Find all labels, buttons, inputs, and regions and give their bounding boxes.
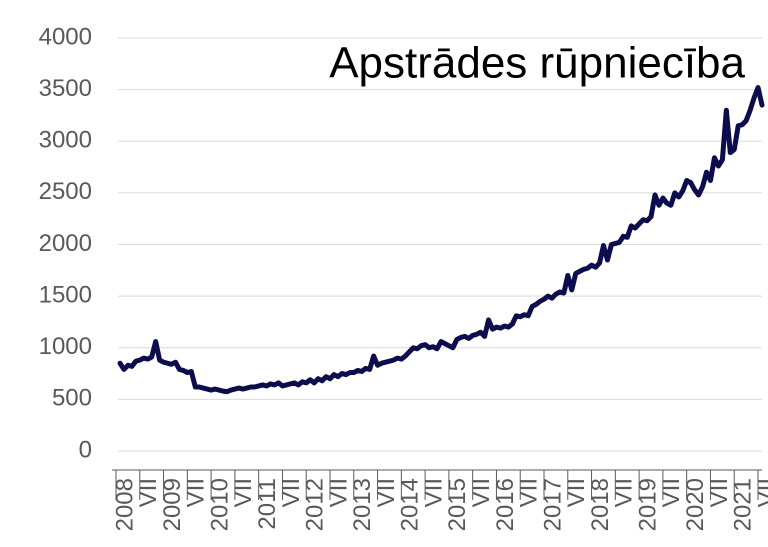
x-tick-label: VII — [135, 478, 162, 507]
x-tick-label: VII — [468, 478, 495, 507]
x-tick-label: VII — [278, 478, 305, 507]
x-tick-label: 2021 — [730, 478, 757, 531]
x-tick-label: VII — [373, 478, 400, 507]
chart-title: Apstrādes rūpniecība — [329, 39, 745, 88]
x-tick-label: 2009 — [159, 478, 186, 531]
y-tick-label: 3500 — [39, 75, 92, 102]
x-tick-label: 2015 — [444, 478, 471, 531]
y-tick-label: 1000 — [39, 333, 92, 360]
x-tick-label: 2016 — [492, 478, 519, 531]
x-tick-label: VII — [325, 478, 352, 507]
x-tick-label: VII — [753, 478, 768, 507]
x-tick-label: VII — [420, 478, 447, 507]
x-tick-label: 2014 — [397, 478, 424, 531]
x-tick-label: VII — [611, 478, 638, 507]
x-tick-label: 2010 — [206, 478, 233, 531]
y-tick-label: 1500 — [39, 281, 92, 308]
x-tick-label: 2019 — [634, 478, 661, 531]
x-tick-label: 2013 — [349, 478, 376, 531]
x-tick-label: 2020 — [682, 478, 709, 531]
y-tick-label: 500 — [52, 385, 92, 412]
x-tick-label: VII — [183, 478, 210, 507]
y-tick-label: 0 — [79, 436, 92, 463]
x-tick-label: VII — [230, 478, 257, 507]
x-tick-label: 2011 — [254, 478, 281, 530]
data-line — [117, 85, 765, 395]
x-tick-label: 2008 — [111, 478, 138, 531]
x-tick-label: 2018 — [587, 478, 614, 531]
y-tick-label: 2000 — [39, 230, 92, 257]
y-tick-label: 4000 — [39, 23, 92, 50]
x-tick-label: 2012 — [302, 478, 329, 531]
x-tick-label: VII — [563, 478, 590, 507]
x-tick-label: VII — [516, 478, 543, 507]
y-tick-label: 2500 — [39, 178, 92, 205]
x-tick-label: 2017 — [539, 478, 566, 531]
x-tick-label: VII — [658, 478, 685, 507]
x-tick-label: VII — [706, 478, 733, 507]
y-tick-label: 3000 — [39, 127, 92, 154]
